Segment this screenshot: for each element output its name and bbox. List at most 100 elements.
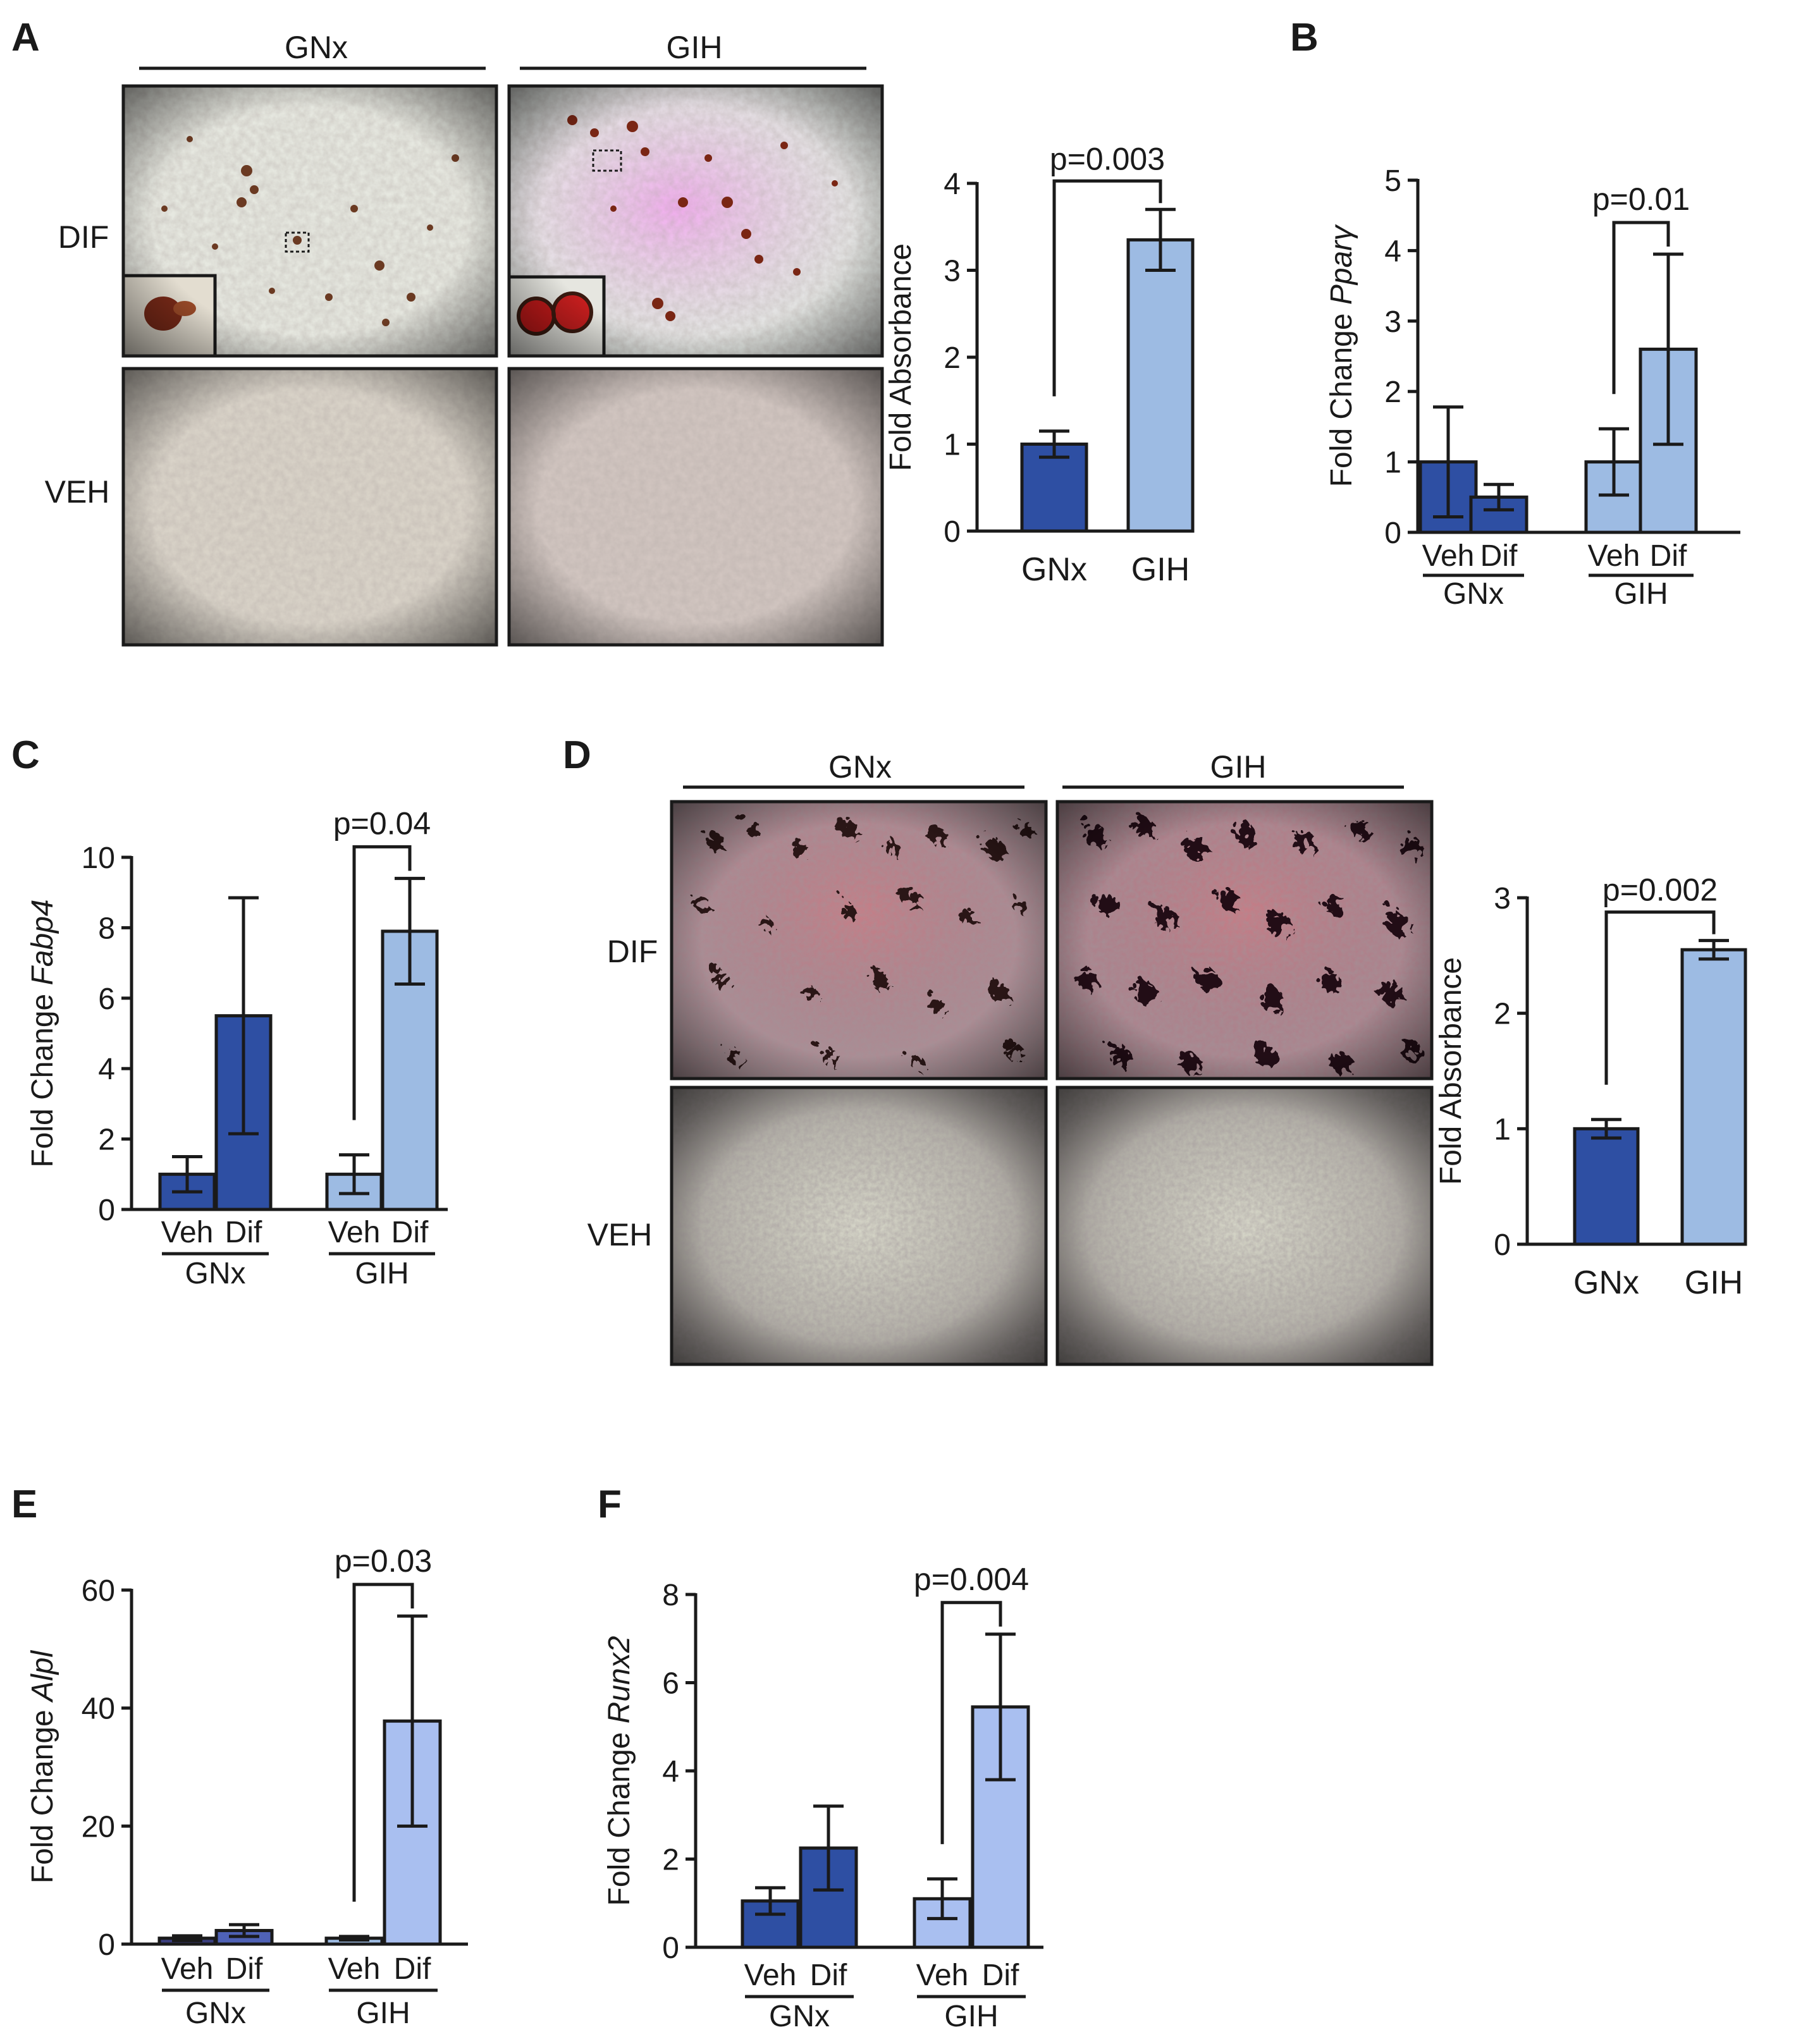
x-sub-label: Veh	[916, 1959, 969, 1992]
y-tick-label: 2	[1494, 998, 1511, 1031]
bar-gih	[1126, 238, 1195, 533]
panel-label-E: E	[11, 1483, 37, 1526]
panel-label-B: B	[1290, 16, 1319, 59]
y-tick-label: 4	[1384, 235, 1401, 268]
y-tick-label: 10	[82, 841, 115, 875]
y-tick-label: 1	[944, 429, 961, 462]
panel-D-micrographs: GNx GIH DIF VEH	[587, 749, 1434, 1366]
y-tick-label: 0	[98, 1194, 115, 1227]
micrograph-D-veh-gih	[1055, 1086, 1434, 1366]
micro-A-group-gnx: GNx	[285, 30, 348, 65]
y-axis-label-prefix: Fold Change	[1325, 305, 1358, 487]
panel-label-D: D	[563, 733, 591, 777]
y-tick-label: 1	[1384, 446, 1401, 480]
y-tick-label: 8	[98, 912, 115, 945]
p-value-label: p=0.004	[914, 1562, 1029, 1597]
micro-D-row-dif: DIF	[607, 934, 658, 969]
panel-label-F: F	[598, 1483, 622, 1526]
x-sub-label: Veh	[1422, 539, 1475, 573]
p-value-label: p=0.003	[1050, 141, 1165, 176]
p-value-label: p=0.002	[1602, 872, 1718, 908]
micro-D-row-veh: VEH	[587, 1217, 653, 1252]
y-tick-label: 60	[82, 1574, 115, 1608]
x-sub-label: Dif	[225, 1216, 262, 1249]
x-sub-label: Dif	[810, 1959, 847, 1992]
y-tick-label: 0	[1494, 1228, 1511, 1262]
x-sub-label: Veh	[161, 1216, 214, 1249]
y-tick-label: 4	[98, 1053, 115, 1086]
p-value-label: p=0.04	[333, 805, 431, 841]
y-axis-label-gene: Fabp4	[26, 899, 59, 985]
bar-gih	[1680, 948, 1747, 1246]
significance-bracket	[352, 1582, 414, 1902]
y-tick-label: 1	[1494, 1113, 1511, 1146]
micrograph-A-dif-gnx	[121, 84, 498, 358]
x-sub-label: Veh	[328, 1952, 381, 1986]
x-sub-label: Dif	[391, 1216, 429, 1249]
micro-D-group-gih: GIH	[1210, 749, 1267, 785]
micrograph-A-veh-gnx	[121, 367, 498, 647]
panel-label-C: C	[11, 733, 40, 777]
significance-bracket	[1052, 179, 1162, 396]
p-value-label: p=0.01	[1592, 181, 1690, 217]
y-axis-label: Fold Change Pparγ	[1325, 224, 1358, 487]
x-category-label: GNx	[1021, 551, 1087, 588]
y-axis-label-gene: Pparγ	[1325, 224, 1358, 305]
significance-bracket	[1604, 910, 1716, 1085]
y-tick-label: 6	[662, 1667, 679, 1701]
y-tick-label: 6	[98, 982, 115, 1016]
x-group-label: GNx	[185, 1997, 246, 2030]
x-group-label: GNx	[1443, 577, 1504, 611]
x-sub-label: Dif	[394, 1952, 431, 1986]
x-sub-label: Dif	[982, 1959, 1019, 1992]
y-tick-label: 3	[1384, 305, 1401, 339]
panel-A-micrographs: GNx GIH DIF VEH	[45, 30, 884, 647]
y-axis-label-gene: Runx2	[603, 1636, 636, 1724]
x-sub-label: Dif	[226, 1952, 263, 1986]
panel-label-A: A	[11, 16, 40, 59]
micro-A-row-dif: DIF	[58, 219, 109, 255]
x-category-label: GIH	[1131, 551, 1190, 588]
chart-f: 0 2 4 6 8 Fold Change Runx2 Veh Dif GNx Veh Dif GIH…	[603, 1562, 1043, 2033]
y-axis-label-prefix: Fold Change	[603, 1723, 636, 1906]
y-axis-label-prefix: Fold Change	[26, 985, 59, 1167]
y-axis-label-prefix: Fold Change	[26, 1701, 59, 1883]
y-tick-label: 20	[82, 1810, 115, 1844]
x-group-label: GIH	[356, 1997, 410, 2030]
significance-bracket	[940, 1601, 1002, 1844]
micro-A-row-veh: VEH	[45, 474, 110, 510]
chart-a-right: 0 1 2 3 4 Fold Absorbance GNx GIH p=0.003	[884, 141, 1195, 588]
y-tick-label: 0	[1384, 517, 1401, 550]
micrograph-D-dif-gnx	[670, 800, 1048, 1080]
y-tick-label: 0	[98, 1928, 115, 1962]
p-value-label: p=0.03	[335, 1543, 432, 1579]
x-group-label: GIH	[355, 1257, 409, 1290]
y-tick-label: 3	[944, 255, 961, 288]
bar-gnx	[1573, 1127, 1640, 1246]
y-tick-label: 2	[98, 1123, 115, 1157]
micrograph-A-dif-gih	[507, 84, 884, 358]
y-axis-label: Fold Change Fabp4	[26, 899, 59, 1167]
y-tick-label: 8	[662, 1579, 679, 1612]
y-tick-label: 5	[1384, 164, 1401, 198]
y-tick-label: 0	[662, 1931, 679, 1965]
x-sub-label: Veh	[1588, 539, 1640, 573]
x-group-label: GNx	[769, 2000, 830, 2033]
y-axis-label: Fold Change Runx2	[603, 1636, 636, 1906]
y-tick-label: 4	[662, 1755, 679, 1789]
x-group-label: GNx	[185, 1257, 246, 1290]
x-sub-label: Veh	[161, 1952, 214, 1986]
y-tick-label: 2	[944, 341, 961, 375]
x-sub-label: Veh	[328, 1216, 381, 1249]
y-tick-label: 3	[1494, 882, 1511, 915]
x-sub-label: Dif	[1650, 539, 1687, 573]
y-axis-label: Fold Change Alpl	[26, 1650, 59, 1884]
x-category-label: GNx	[1573, 1264, 1639, 1301]
x-group-label: GIH	[1614, 577, 1668, 611]
significance-bracket	[1612, 221, 1670, 395]
x-group-label: GIH	[944, 2000, 998, 2033]
